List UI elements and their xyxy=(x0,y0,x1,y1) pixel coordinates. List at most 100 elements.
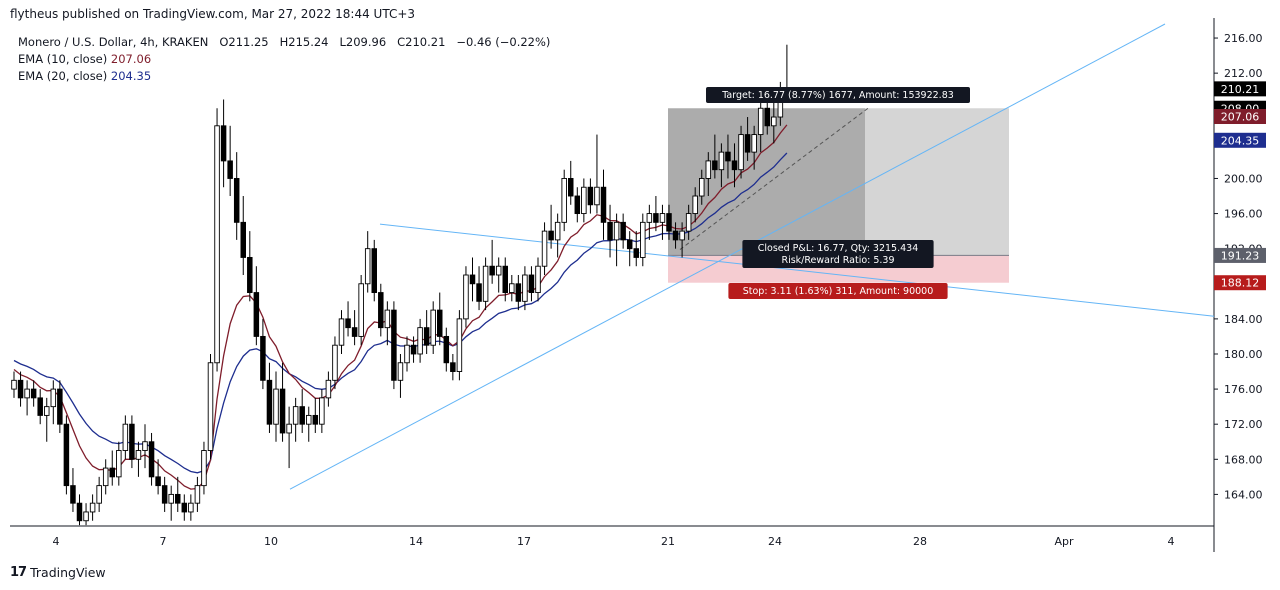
candle[interactable] xyxy=(299,406,305,425)
candle[interactable] xyxy=(319,397,325,425)
candle[interactable] xyxy=(633,248,640,258)
candle[interactable] xyxy=(286,423,292,434)
candle[interactable] xyxy=(273,388,279,425)
candle[interactable] xyxy=(306,414,312,425)
symbol-title[interactable]: Monero / U.S. Dollar, 4h, KRAKEN xyxy=(18,35,209,49)
candle[interactable] xyxy=(279,388,286,434)
candle[interactable] xyxy=(63,423,70,487)
candle[interactable] xyxy=(653,213,659,223)
ema10-line[interactable] xyxy=(13,124,788,490)
candle[interactable] xyxy=(57,388,63,425)
candle[interactable] xyxy=(489,265,495,276)
candle[interactable] xyxy=(181,502,188,513)
candle[interactable] xyxy=(640,221,646,258)
candle[interactable] xyxy=(266,379,273,425)
tradingview-brand[interactable]: 17 TradingView xyxy=(10,565,106,580)
candle[interactable] xyxy=(744,134,751,153)
candle[interactable] xyxy=(30,388,37,399)
candle[interactable] xyxy=(659,213,666,223)
candle[interactable] xyxy=(574,195,581,215)
candle[interactable] xyxy=(699,178,705,197)
candle[interactable] xyxy=(37,397,43,416)
candle[interactable] xyxy=(423,327,430,346)
candle[interactable] xyxy=(371,248,378,294)
candle[interactable] xyxy=(240,221,246,258)
candle[interactable] xyxy=(568,178,574,197)
candle[interactable] xyxy=(482,265,489,302)
candle[interactable] xyxy=(89,502,96,513)
candle[interactable] xyxy=(620,221,626,241)
candle[interactable] xyxy=(476,283,482,302)
candle[interactable] xyxy=(378,292,384,329)
candle[interactable] xyxy=(417,327,423,355)
candle[interactable] xyxy=(214,125,220,364)
candle[interactable] xyxy=(554,221,561,241)
candle[interactable] xyxy=(384,309,391,329)
candle[interactable] xyxy=(495,265,502,276)
candle[interactable] xyxy=(325,379,332,399)
candle[interactable] xyxy=(83,511,89,522)
candle[interactable] xyxy=(155,476,161,487)
candle[interactable] xyxy=(692,195,698,215)
candle[interactable] xyxy=(541,230,548,267)
candle[interactable] xyxy=(410,344,417,355)
candle[interactable] xyxy=(469,274,476,285)
candle[interactable] xyxy=(338,318,345,346)
candle[interactable] xyxy=(70,485,76,504)
candle[interactable] xyxy=(463,274,469,320)
candle[interactable] xyxy=(351,327,358,337)
candle[interactable] xyxy=(11,379,17,390)
candle[interactable] xyxy=(757,107,764,136)
candle[interactable] xyxy=(122,423,129,451)
candle[interactable] xyxy=(666,213,672,232)
candle[interactable] xyxy=(672,230,679,241)
candle[interactable] xyxy=(600,186,607,223)
candle[interactable] xyxy=(771,116,777,127)
candle[interactable] xyxy=(233,178,240,223)
candle[interactable] xyxy=(718,151,725,171)
legend-ema10-row[interactable]: EMA (10, close) 207.06 xyxy=(18,51,550,68)
candle[interactable] xyxy=(201,450,207,487)
candle[interactable] xyxy=(194,485,201,504)
candle[interactable] xyxy=(626,239,633,250)
candle[interactable] xyxy=(561,178,567,223)
candle[interactable] xyxy=(227,160,233,179)
candle[interactable] xyxy=(17,379,24,399)
candle[interactable] xyxy=(679,230,685,241)
candle[interactable] xyxy=(685,213,692,232)
candle[interactable] xyxy=(731,160,738,171)
candle[interactable] xyxy=(116,450,122,478)
candle[interactable] xyxy=(247,256,253,294)
candle[interactable] xyxy=(96,485,102,504)
candle[interactable] xyxy=(207,362,214,451)
candle[interactable] xyxy=(292,406,299,425)
candle[interactable] xyxy=(450,362,456,372)
candle[interactable] xyxy=(50,388,57,408)
candle[interactable] xyxy=(522,274,528,302)
candle[interactable] xyxy=(44,406,50,416)
descending-trendline[interactable] xyxy=(379,223,1215,317)
candle[interactable] xyxy=(738,134,744,171)
candle[interactable] xyxy=(253,292,260,337)
candle[interactable] xyxy=(751,134,757,153)
candle[interactable] xyxy=(437,309,443,337)
candle[interactable] xyxy=(587,186,594,206)
candle[interactable] xyxy=(312,414,319,425)
candle[interactable] xyxy=(712,160,718,171)
candle[interactable] xyxy=(528,274,535,294)
candle[interactable] xyxy=(391,309,397,381)
candle[interactable] xyxy=(430,309,436,346)
candle[interactable] xyxy=(109,467,115,478)
candle[interactable] xyxy=(613,221,620,241)
candle[interactable] xyxy=(725,151,731,162)
candle[interactable] xyxy=(260,335,266,381)
candle[interactable] xyxy=(129,423,135,460)
candle[interactable] xyxy=(705,160,712,179)
candle[interactable] xyxy=(188,502,194,513)
candle[interactable] xyxy=(345,318,351,329)
candle[interactable] xyxy=(24,388,30,399)
candle[interactable] xyxy=(168,493,174,504)
legend-ema20-row[interactable]: EMA (20, close) 204.35 xyxy=(18,68,550,85)
candle[interactable] xyxy=(364,248,371,285)
candle[interactable] xyxy=(142,441,148,451)
